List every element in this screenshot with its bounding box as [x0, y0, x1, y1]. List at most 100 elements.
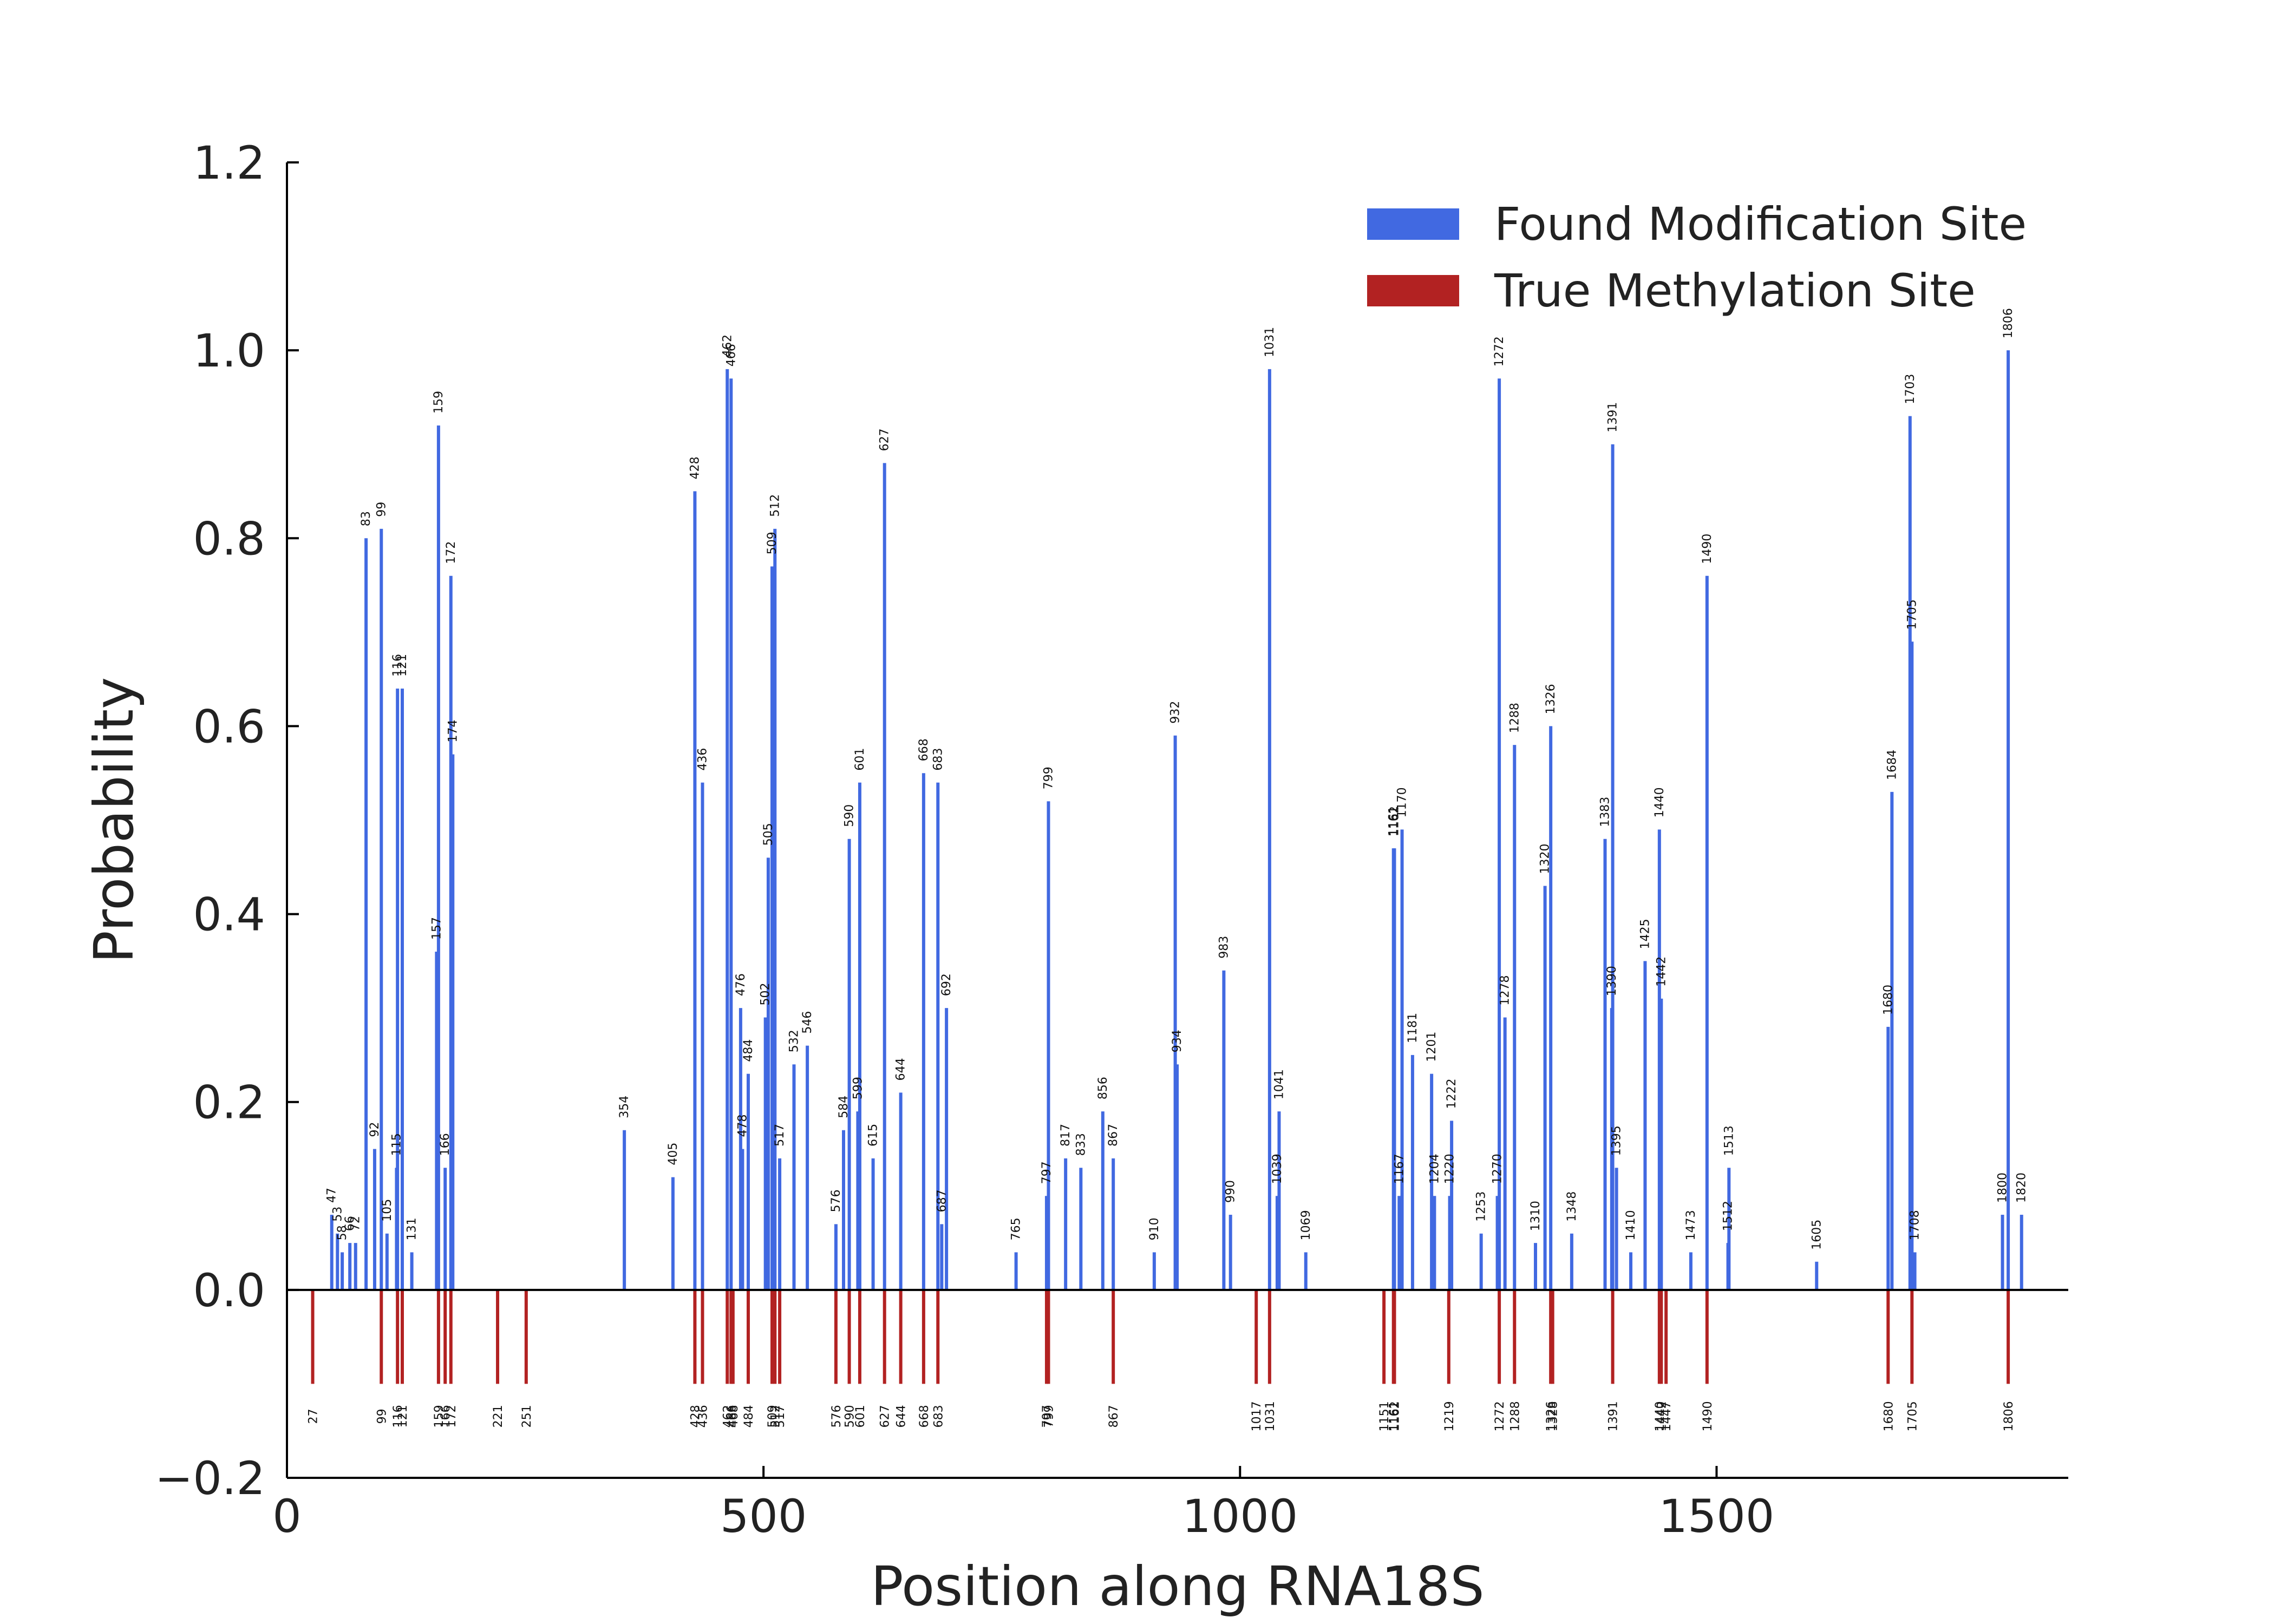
found-site-label: 1442	[1655, 957, 1668, 987]
legend-label-found: Found Modification Site	[1494, 198, 2027, 251]
found-site-label: 517	[773, 1124, 787, 1147]
y-tick-label: 1.2	[193, 136, 265, 189]
found-site-label: 668	[917, 738, 931, 761]
true-site-label: 627	[879, 1405, 892, 1427]
true-site-label: 512	[769, 1405, 782, 1427]
found-site-label: 1320	[1539, 844, 1552, 874]
found-site-label: 1278	[1499, 975, 1512, 1006]
true-site-label: 428	[689, 1405, 702, 1427]
found-site-label: 1680	[1881, 985, 1895, 1015]
true-site-label: 799	[1042, 1405, 1056, 1427]
found-site-label: 484	[742, 1039, 755, 1062]
found-site-label: 354	[618, 1096, 631, 1118]
found-site-label: 462	[721, 335, 734, 357]
found-site-label: 1220	[1443, 1154, 1457, 1184]
true-site-label: 1442	[1655, 1401, 1669, 1431]
legend: Found Modification Site True Methylation…	[1367, 198, 2027, 317]
found-site-label: 910	[1148, 1217, 1161, 1240]
found-site-label: 116	[391, 654, 404, 677]
y-tick-label: 0.2	[193, 1076, 265, 1129]
true-site-label: 99	[375, 1409, 389, 1424]
found-site-label: 172	[445, 541, 458, 564]
found-site-label: 478	[736, 1115, 749, 1137]
true-site-label: 1162	[1388, 1401, 1402, 1431]
true-site-label: 484	[742, 1405, 756, 1427]
found-site-label: 1490	[1701, 534, 1714, 564]
true-site-label: 1031	[1264, 1401, 1277, 1431]
found-site-label: 590	[843, 804, 857, 827]
found-site-label: 1684	[1885, 750, 1899, 780]
x-axis-title: Position along RNA18S	[871, 1555, 1484, 1618]
found-site-label: 797	[1040, 1161, 1054, 1184]
found-site-label: 1512	[1722, 1201, 1735, 1231]
found-site-label: 1162	[1388, 806, 1401, 836]
true-site-label: 172	[445, 1405, 459, 1427]
found-site-label: 1800	[1996, 1173, 2010, 1203]
found-site-label: 58	[336, 1225, 349, 1240]
true-site-label: 1017	[1250, 1401, 1264, 1431]
found-site-label: 131	[406, 1217, 419, 1240]
found-site-label: 72	[349, 1216, 363, 1231]
true-site-label: 159	[433, 1405, 446, 1427]
found-site-label: 1425	[1638, 919, 1652, 949]
true-site-label: 1326	[1545, 1401, 1558, 1431]
found-site-label: 99	[375, 502, 388, 517]
true-site-label: 466	[725, 1405, 739, 1427]
found-site-label: 1170	[1396, 787, 1409, 817]
true-site-label: 1288	[1508, 1401, 1522, 1431]
true-site-label: 121	[396, 1405, 410, 1427]
y-tick-label: 1.0	[193, 324, 265, 377]
true-site-label: 1272	[1493, 1401, 1507, 1431]
found-site-label: 174	[446, 720, 460, 743]
found-site-label: 799	[1042, 767, 1055, 789]
found-site-label: 1039	[1271, 1154, 1284, 1184]
true-site-label: 683	[932, 1405, 945, 1427]
found-site-label: 512	[768, 494, 782, 517]
found-site-label: 1181	[1406, 1013, 1420, 1043]
found-site-label: 405	[666, 1143, 680, 1165]
found-site-label: 1513	[1722, 1125, 1736, 1156]
legend-swatch-true	[1367, 275, 1459, 306]
y-tick-label: 0.8	[193, 512, 265, 565]
found-site-label: 683	[931, 748, 945, 771]
y-tick-label: 0.4	[193, 888, 265, 941]
found-site-label: 584	[837, 1096, 851, 1118]
found-site-label: 1440	[1653, 787, 1667, 817]
found-site-label: 83	[360, 511, 373, 526]
found-site-label: 990	[1224, 1180, 1238, 1203]
found-site-label: 1069	[1299, 1210, 1313, 1240]
found-site-label: 1348	[1565, 1191, 1579, 1222]
y-axis-title: Probability	[82, 677, 146, 964]
found-site-label: 92	[368, 1122, 382, 1137]
true-site-label: 27	[307, 1409, 321, 1424]
found-site-label: 1253	[1475, 1191, 1488, 1222]
true-site-label: 797	[1041, 1405, 1054, 1427]
true-site-label: 1806	[2002, 1401, 2016, 1431]
found-site-label: 1410	[1624, 1210, 1638, 1240]
x-tick-label: 1500	[1659, 1490, 1775, 1543]
found-site-label: 476	[734, 973, 748, 996]
found-site-label: 817	[1059, 1124, 1073, 1147]
found-site-label: 601	[853, 748, 867, 771]
x-tick-label: 500	[720, 1490, 807, 1543]
found-site-label: 157	[430, 917, 443, 940]
legend-swatch-found	[1367, 208, 1459, 240]
found-site-label: 627	[878, 428, 892, 451]
true-site-label: 867	[1107, 1405, 1121, 1427]
found-site-label: 1391	[1606, 402, 1620, 433]
axes-layer	[286, 162, 2068, 1479]
true-site-label: 590	[844, 1405, 857, 1427]
true-site-label: 644	[895, 1405, 909, 1427]
true-site-label: 468	[727, 1405, 741, 1427]
y-tick-label: −0.2	[155, 1452, 265, 1505]
found-site-label: 576	[829, 1189, 843, 1212]
found-site-label: 1395	[1610, 1125, 1624, 1156]
found-site-label: 1703	[1904, 374, 1917, 404]
true-site-label: 1447	[1660, 1401, 1674, 1431]
found-site-label: 1605	[1810, 1220, 1824, 1250]
true-site-label: 1440	[1654, 1401, 1667, 1431]
true-site-label: 1490	[1701, 1401, 1715, 1431]
true-site-label: 251	[520, 1405, 534, 1427]
found-site-label: 505	[762, 823, 775, 846]
true-site-label: 601	[854, 1405, 867, 1427]
